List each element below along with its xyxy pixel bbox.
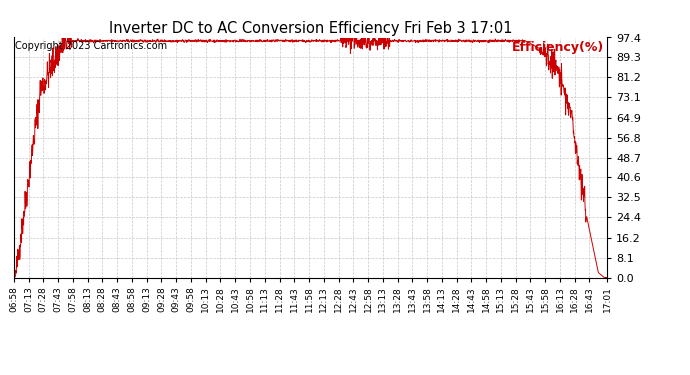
- Text: Efficiency(%): Efficiency(%): [512, 41, 604, 54]
- Text: Copyright 2023 Cartronics.com: Copyright 2023 Cartronics.com: [15, 41, 167, 51]
- Title: Inverter DC to AC Conversion Efficiency Fri Feb 3 17:01: Inverter DC to AC Conversion Efficiency …: [109, 21, 512, 36]
